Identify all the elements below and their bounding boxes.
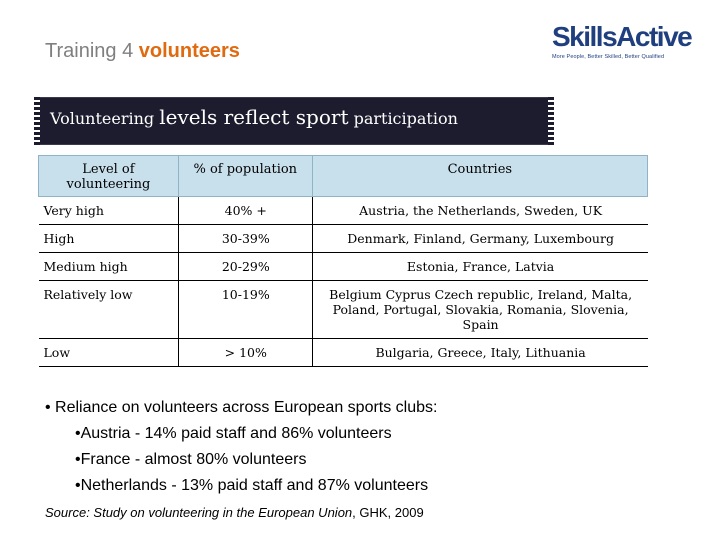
cell-level: Very high (38, 196, 179, 225)
table-row: Very high 40% + Austria, the Netherlands… (38, 196, 648, 225)
logo-tagline: More People, Better Skilled, Better Qual… (552, 54, 665, 60)
source-citation: Source: Study on volunteering in the Eur… (45, 505, 424, 520)
cell-countries: Denmark, Finland, Germany, Luxembourg (311, 224, 648, 253)
volunteering-levels-table: Level of volunteering % of population Co… (38, 155, 649, 367)
logo-word-skills: Skills (552, 21, 618, 52)
header-percent: % of population (177, 155, 313, 197)
table-row: Relatively low 10-19% Belgium Cyprus Cze… (38, 280, 648, 339)
title-prefix: Training 4 (45, 40, 134, 62)
logo-word-active: Active (616, 21, 693, 52)
table-row: Medium high 20-29% Estonia, France, Latv… (38, 252, 648, 281)
header-countries: Countries (311, 155, 649, 197)
cell-percent: 30-39% (177, 224, 313, 253)
cell-percent: 20-29% (177, 252, 313, 281)
source-italic: Source: Study on volunteering in the Eur… (45, 505, 353, 520)
logo-wordmark: SkillsActive (552, 21, 693, 52)
cell-percent: 40% + (177, 196, 313, 225)
header-level: Level of volunteering (38, 155, 179, 197)
skillsactive-logo: SkillsActive More People, Better Skilled… (552, 21, 693, 67)
slide-title: Training 4 volunteers (45, 40, 240, 63)
bullet-sub-item: •France - almost 80% volunteers (75, 451, 307, 468)
section-banner: Volunteering levels reflect sport partic… (34, 97, 554, 145)
cell-level: Medium high (38, 252, 179, 281)
title-accent: volunteers (138, 40, 240, 62)
cell-countries: Estonia, France, Latvia (311, 252, 648, 281)
bullet-sub-item: •Netherlands - 13% paid staff and 87% vo… (75, 477, 429, 494)
cell-percent: > 10% (177, 338, 313, 367)
cell-level: Relatively low (38, 280, 179, 339)
source-rest: , GHK, 2009 (352, 505, 424, 520)
banner-text: Volunteering levels reflect sport partic… (50, 105, 458, 129)
table-header-row: Level of volunteering % of population Co… (38, 155, 649, 197)
cell-countries: Bulgaria, Greece, Italy, Lithuania (311, 338, 648, 367)
bullet-main: • Reliance on volunteers across European… (45, 399, 438, 416)
cell-countries: Belgium Cyprus Czech republic, Ireland, … (311, 280, 648, 339)
banner-part-1: Volunteering (50, 109, 155, 128)
bullet-sub-item: •Austria - 14% paid staff and 86% volunt… (75, 425, 392, 442)
bullet-list: • Reliance on volunteers across European… (45, 395, 695, 499)
table-row: High 30-39% Denmark, Finland, Germany, L… (38, 224, 648, 253)
cell-countries: Austria, the Netherlands, Sweden, UK (311, 196, 648, 225)
banner-part-2: levels reflect sport (159, 105, 349, 129)
cell-percent: 10-19% (177, 280, 313, 339)
table-row: Low > 10% Bulgaria, Greece, Italy, Lithu… (38, 338, 648, 367)
banner-part-3: participation (353, 109, 458, 128)
cell-level: Low (38, 338, 179, 367)
cell-level: High (38, 224, 179, 253)
